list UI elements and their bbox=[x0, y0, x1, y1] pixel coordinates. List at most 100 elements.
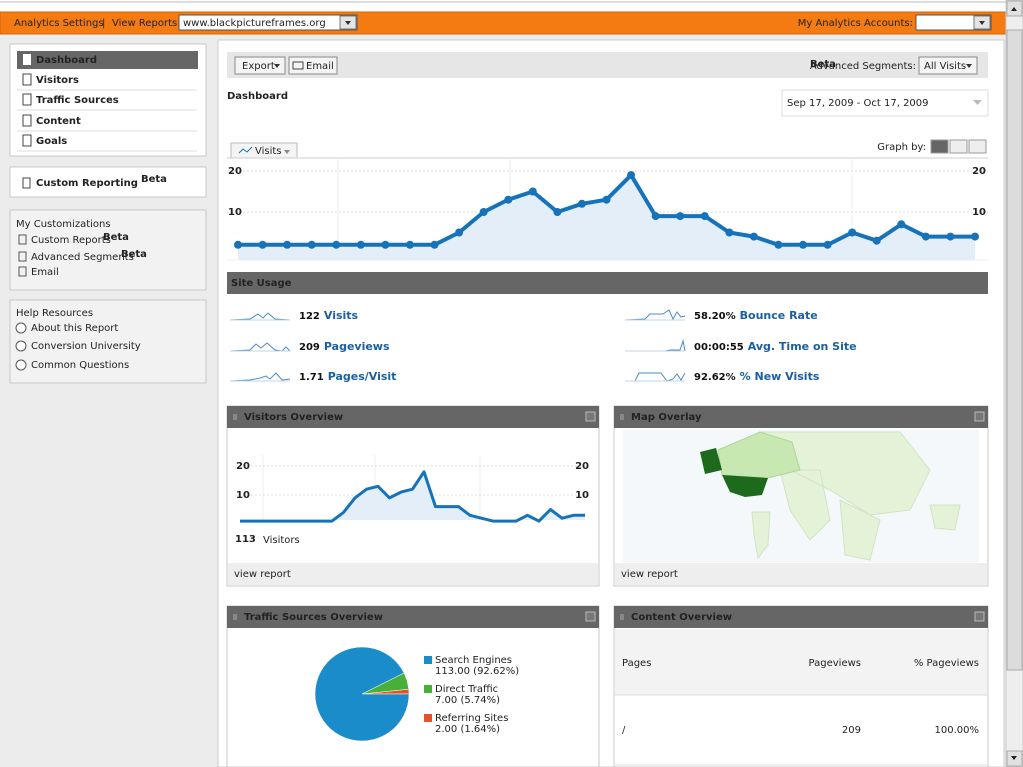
item-icon bbox=[18, 234, 27, 245]
settings-link[interactable]: Analytics Settings bbox=[14, 18, 104, 29]
sparkline bbox=[229, 342, 291, 352]
section-header bbox=[227, 272, 988, 294]
customizations-title: My Customizations bbox=[16, 219, 111, 230]
view-report-link[interactable]: view report bbox=[621, 569, 678, 580]
customizations-box bbox=[9, 209, 207, 291]
widget-footer bbox=[228, 563, 598, 585]
help-link[interactable]: Common Questions bbox=[31, 360, 129, 371]
metric-value: 122 bbox=[299, 311, 320, 322]
data-point[interactable] bbox=[848, 228, 857, 237]
drag-handle bbox=[620, 414, 624, 420]
scroll-thumb[interactable] bbox=[1006, 29, 1023, 671]
y-tick-label: 20 bbox=[228, 166, 242, 177]
metric: 209 Pageviews bbox=[299, 340, 390, 353]
custom-reporting-link[interactable]: Custom Reporting bbox=[36, 178, 138, 189]
legend-label: Search Engines bbox=[435, 655, 512, 666]
data-point[interactable] bbox=[921, 232, 930, 241]
data-point[interactable] bbox=[872, 236, 881, 245]
email-button[interactable] bbox=[288, 56, 338, 75]
metric-label[interactable]: Pageviews bbox=[324, 340, 390, 353]
data-point[interactable] bbox=[479, 208, 488, 216]
data-point[interactable] bbox=[971, 232, 979, 241]
data-point[interactable] bbox=[455, 228, 464, 237]
beta-badge: Beta bbox=[141, 174, 167, 185]
segment-value: All Visits bbox=[924, 61, 966, 72]
close-button[interactable] bbox=[974, 611, 985, 622]
dropdown-arrow bbox=[979, 21, 985, 25]
help-icon bbox=[15, 359, 27, 371]
widget-title: Visitors Overview bbox=[244, 412, 343, 423]
drag-handle bbox=[233, 414, 237, 420]
close-button[interactable] bbox=[585, 411, 596, 422]
data-point[interactable] bbox=[774, 240, 783, 249]
data-point[interactable] bbox=[381, 240, 390, 249]
nav-icon bbox=[22, 134, 32, 147]
nav-item[interactable]: Dashboard bbox=[36, 55, 97, 66]
metric: 122 Visits bbox=[299, 309, 359, 322]
data-point[interactable] bbox=[725, 228, 734, 237]
data-point[interactable] bbox=[283, 240, 292, 249]
graph-by-button[interactable] bbox=[968, 139, 987, 154]
data-point[interactable] bbox=[356, 240, 365, 249]
graph-by-button[interactable] bbox=[949, 139, 968, 154]
nav-item[interactable]: Goals bbox=[36, 136, 67, 147]
widget-title: Content Overview bbox=[631, 612, 732, 623]
help-link[interactable]: Conversion University bbox=[31, 341, 141, 352]
segment-select[interactable] bbox=[918, 56, 978, 75]
export-button[interactable] bbox=[234, 56, 286, 75]
data-point[interactable] bbox=[823, 240, 832, 249]
item-icon bbox=[18, 266, 27, 277]
data-point[interactable] bbox=[651, 212, 660, 221]
accounts-select[interactable] bbox=[915, 14, 992, 31]
close-button[interactable] bbox=[974, 411, 985, 422]
customization-link[interactable]: Advanced Segments bbox=[31, 252, 134, 263]
metric-tab-label: Visits bbox=[255, 146, 282, 157]
nav-item[interactable]: Content bbox=[36, 116, 81, 127]
nav-item[interactable]: Visitors bbox=[36, 75, 79, 86]
help-link[interactable]: About this Report bbox=[31, 323, 118, 334]
date-range[interactable] bbox=[781, 89, 989, 117]
sparkline bbox=[229, 372, 291, 382]
data-point[interactable] bbox=[749, 232, 758, 241]
customization-link[interactable]: Custom Reports bbox=[31, 235, 111, 246]
graph-by-button[interactable] bbox=[930, 139, 949, 154]
data-point[interactable] bbox=[627, 171, 636, 180]
data-point[interactable] bbox=[799, 240, 808, 249]
pie-slice[interactable] bbox=[314, 646, 410, 742]
metric-label[interactable]: Visits bbox=[324, 309, 359, 322]
data-point[interactable] bbox=[676, 212, 685, 221]
data-point[interactable] bbox=[332, 240, 341, 249]
data-point[interactable] bbox=[553, 208, 562, 216]
data-point[interactable] bbox=[307, 240, 316, 249]
data-point[interactable] bbox=[258, 240, 267, 249]
segments-label: Advanced Segments: bbox=[810, 61, 916, 72]
data-point[interactable] bbox=[430, 240, 439, 249]
data-point[interactable] bbox=[700, 212, 709, 221]
data-point[interactable] bbox=[234, 240, 242, 249]
metric-label[interactable]: Bounce Rate bbox=[740, 309, 818, 322]
area bbox=[240, 471, 585, 522]
table-cell[interactable]: / bbox=[622, 725, 626, 736]
date-range-text: Sep 17, 2009 - Oct 17, 2009 bbox=[787, 98, 929, 109]
data-point[interactable] bbox=[946, 232, 955, 241]
view-report-link[interactable]: view report bbox=[234, 569, 291, 580]
metric-label[interactable]: Avg. Time on Site bbox=[748, 340, 857, 353]
metric-label[interactable]: Pages/Visit bbox=[328, 370, 397, 383]
data-point[interactable] bbox=[504, 195, 513, 204]
legend-label: Direct Traffic bbox=[435, 684, 498, 695]
data-point[interactable] bbox=[577, 199, 586, 208]
nav-item[interactable]: Traffic Sources bbox=[36, 95, 119, 106]
map-usa bbox=[700, 448, 768, 497]
table-cell: 209 bbox=[842, 725, 861, 736]
dashboard-title: Dashboard bbox=[227, 91, 288, 102]
data-point[interactable] bbox=[405, 240, 414, 249]
site-select[interactable] bbox=[178, 14, 358, 31]
customization-link[interactable]: Email bbox=[31, 267, 59, 278]
data-point[interactable] bbox=[897, 220, 906, 229]
metric-label[interactable]: % New Visits bbox=[740, 370, 820, 383]
data-point[interactable] bbox=[602, 195, 611, 204]
help-box bbox=[9, 299, 207, 384]
close-button[interactable] bbox=[585, 611, 596, 622]
data-point[interactable] bbox=[528, 187, 537, 196]
